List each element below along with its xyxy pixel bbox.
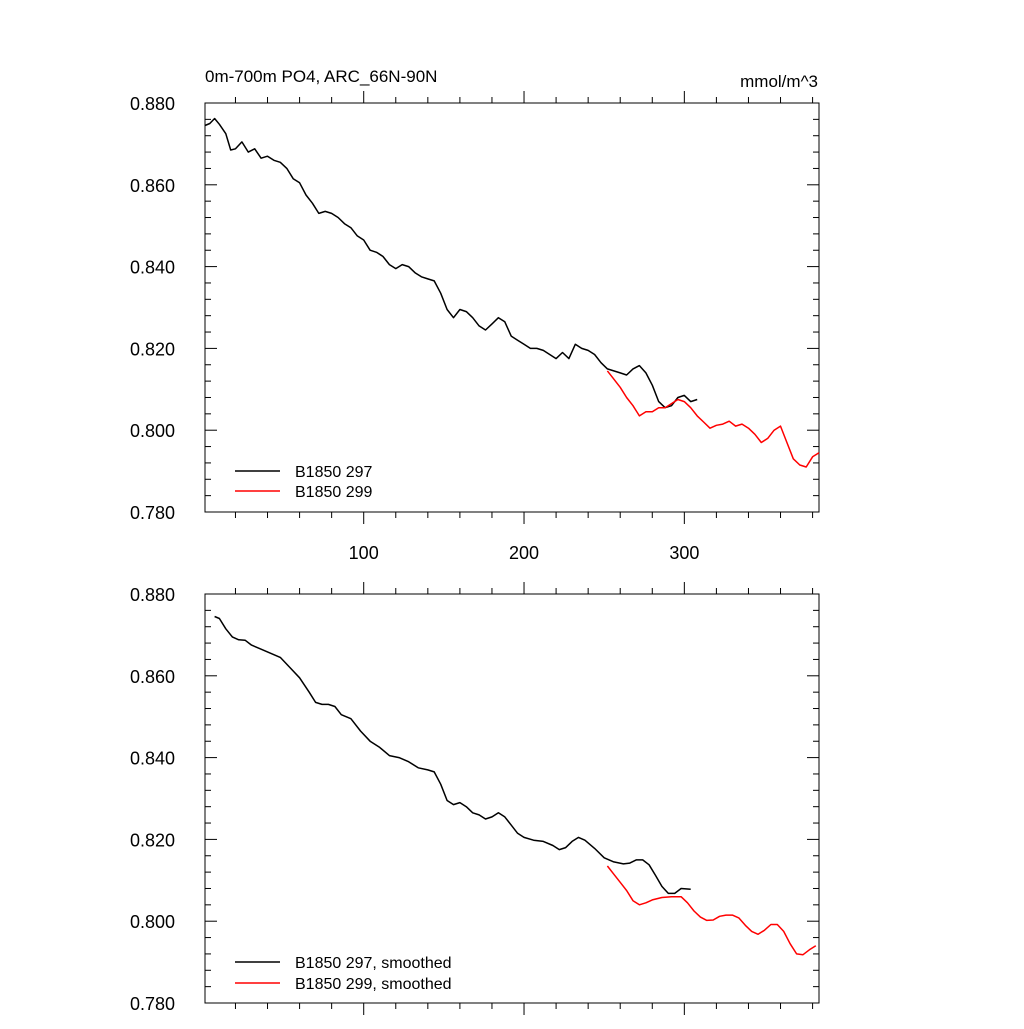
y-tick-label: 0.860 bbox=[130, 667, 175, 687]
x-tick-label: 300 bbox=[669, 543, 699, 563]
units-label: mmol/m^3 bbox=[740, 72, 818, 91]
y-tick-label: 0.880 bbox=[130, 94, 175, 114]
bottom-panel-legend: B1850 297, smoothed B1850 299, smoothed bbox=[235, 955, 452, 993]
series-line-b1850-297 bbox=[204, 117, 698, 409]
y-tick-label: 0.840 bbox=[130, 749, 175, 769]
y-tick-label: 0.800 bbox=[130, 912, 175, 932]
chart-title: 0m-700m PO4, ARC_66N-90N bbox=[205, 67, 437, 86]
plot-frame bbox=[204, 102, 820, 513]
series-line-b1850-297-smoothed bbox=[214, 615, 691, 895]
legend-label-b1850-297: B1850 297 bbox=[295, 464, 373, 481]
series-line-b1850-299 bbox=[606, 370, 820, 468]
top-panel: 0m-700m PO4, ARC_66N-90N mmol/m^3 0.7800… bbox=[130, 67, 820, 563]
plot-frame bbox=[204, 593, 820, 1004]
y-tick-label: 0.800 bbox=[130, 421, 175, 441]
y-tick-label: 0.880 bbox=[130, 585, 175, 605]
y-tick-label: 0.780 bbox=[130, 503, 175, 523]
bottom-panel: 0.780 0.800 0.820 0.840 0.860 0.880 B1850 297… bbox=[130, 582, 820, 1015]
bottom-panel-axes: 0.780 0.800 0.820 0.840 0.860 0.880 bbox=[130, 582, 820, 1015]
legend-label-b1850-299: B1850 299 bbox=[295, 484, 373, 501]
bottom-panel-series bbox=[214, 615, 817, 956]
x-tick-label: 100 bbox=[349, 543, 379, 563]
y-tick-label: 0.820 bbox=[130, 339, 175, 359]
top-panel-legend: B1850 297 B1850 299 bbox=[235, 464, 373, 501]
y-tick-label: 0.780 bbox=[130, 994, 175, 1014]
top-panel-axes: 0.780 0.800 0.820 0.840 0.860 0.880 100 200 300 bbox=[130, 91, 820, 563]
y-tick-label: 0.860 bbox=[130, 176, 175, 196]
top-panel-series bbox=[204, 117, 820, 468]
legend-label-b1850-299-smoothed: B1850 299, smoothed bbox=[295, 976, 452, 993]
y-tick-label: 0.840 bbox=[130, 258, 175, 278]
series-line-b1850-299-smoothed bbox=[606, 865, 817, 956]
y-tick-label: 0.820 bbox=[130, 830, 175, 850]
x-tick-label: 200 bbox=[509, 543, 539, 563]
legend-label-b1850-297-smoothed: B1850 297, smoothed bbox=[295, 955, 452, 972]
